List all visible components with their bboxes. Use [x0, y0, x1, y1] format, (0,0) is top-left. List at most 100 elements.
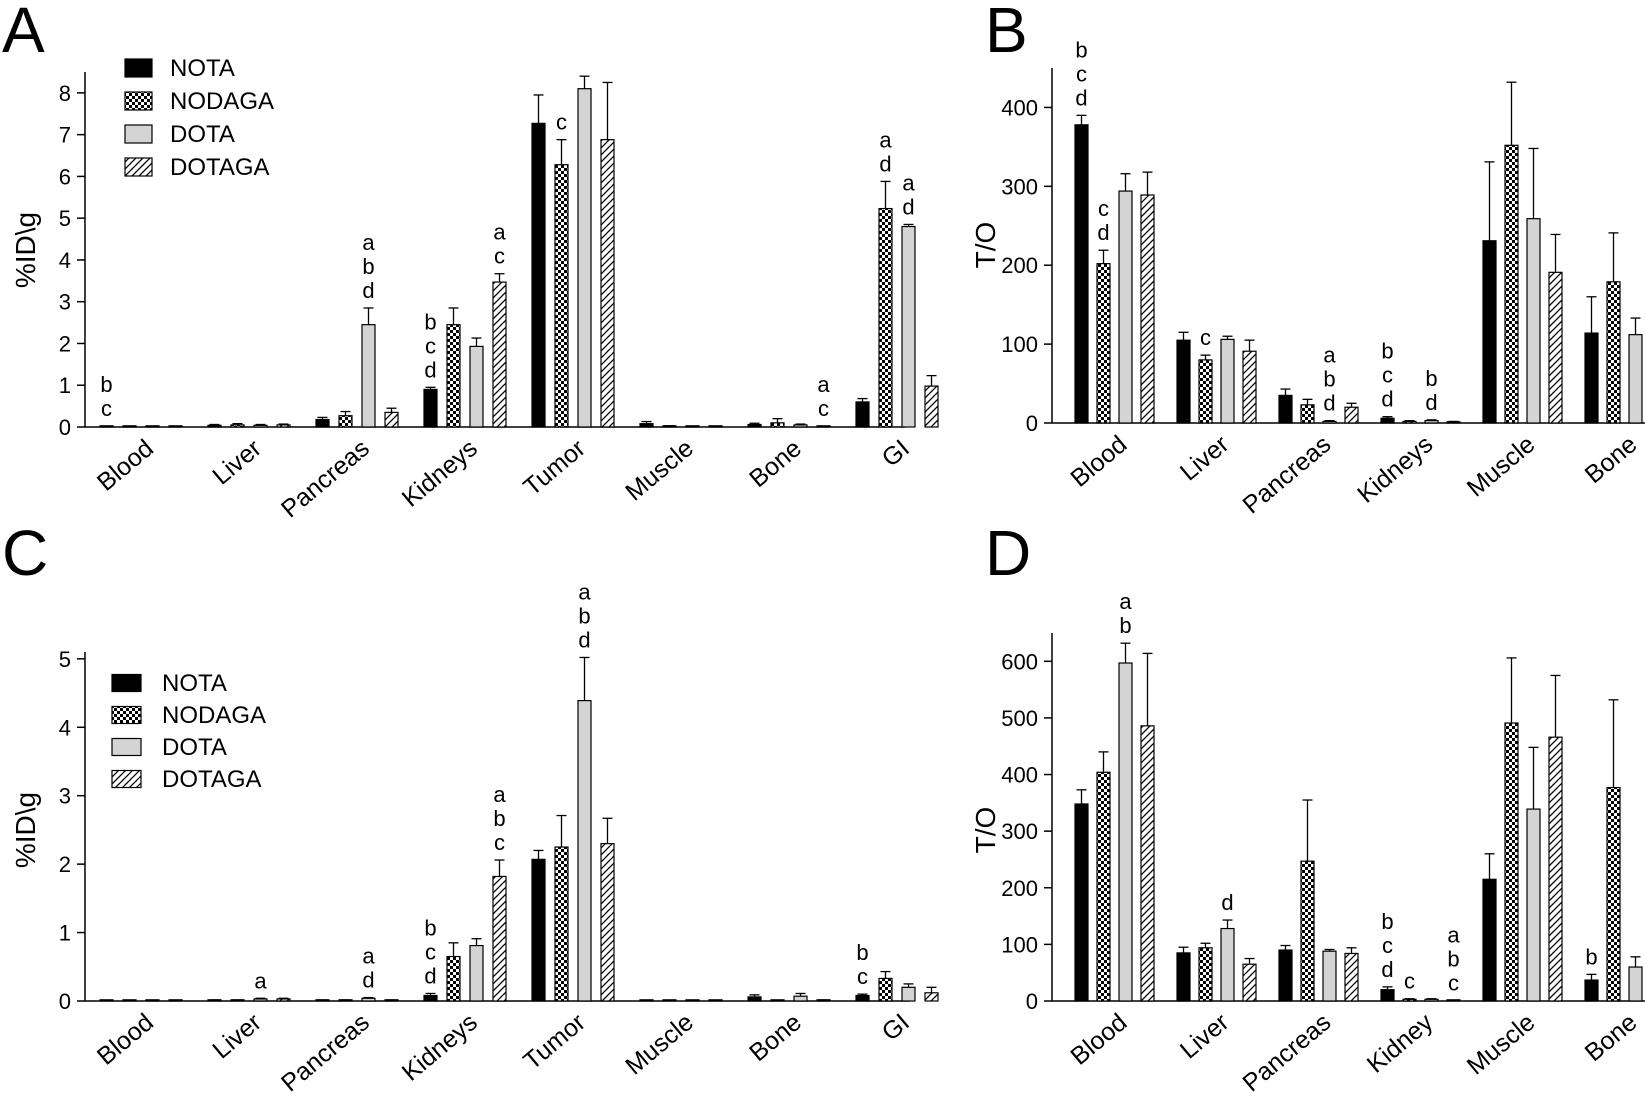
significance-letter: b	[1585, 944, 1597, 969]
y-tick-label: 1	[59, 921, 71, 946]
significance-letter: c	[556, 110, 567, 135]
bar-nota-tumor	[531, 122, 546, 428]
bar-nodaga-kidneys	[446, 324, 461, 428]
bar-nodaga-pancreas	[1300, 860, 1315, 1002]
bar-nodaga-gi	[878, 977, 893, 1002]
significance-letter: b	[1381, 909, 1393, 934]
bar-dotaga-blood	[1140, 725, 1155, 1002]
y-tick-label: 300	[1001, 174, 1038, 199]
significance-letter: b	[1447, 946, 1459, 971]
x-tick-label-kidneys: Kidneys	[1352, 430, 1438, 509]
legend-label-dotaga: DOTAGA	[170, 154, 270, 181]
x-tick-label-pancreas: Pancreas	[1237, 1008, 1336, 1097]
bar-nota-liver	[1176, 339, 1191, 424]
bar-nota-muscle	[639, 423, 654, 428]
significance-letter: a	[1323, 343, 1336, 368]
bar-dotaga-pancreas	[1344, 406, 1359, 424]
x-tick-label-blood: Blood	[1065, 1008, 1132, 1071]
x-tick-label-liver: Liver	[1175, 1008, 1235, 1064]
bar-dota-kidneys	[469, 345, 484, 428]
y-tick-label: 8	[59, 81, 71, 106]
significance-letter: c	[818, 396, 829, 421]
bar-nodaga-liver	[1198, 359, 1213, 424]
bar-dota-bone	[1628, 966, 1643, 1002]
bar-dota-blood	[1118, 662, 1133, 1002]
bar-nota-blood	[1074, 803, 1089, 1002]
significance-letter: c	[425, 333, 436, 358]
y-tick-label: 2	[59, 331, 71, 356]
x-tick-label-liver: Liver	[1175, 430, 1235, 486]
x-tick-label-bone: Bone	[1580, 430, 1643, 489]
bar-nota-liver	[207, 424, 222, 428]
significance-letter: b	[578, 603, 590, 628]
bar-dota-tumor	[577, 699, 592, 1002]
y-tick-label: 300	[1001, 819, 1038, 844]
significance-letter: d	[424, 357, 436, 382]
bar-dotaga-liver	[276, 998, 291, 1002]
bar-nodaga-kidney	[1402, 998, 1417, 1002]
significance-letter: c	[857, 964, 868, 989]
panel-b: B0100200300400T/ObcdcdcabdbcdbdacBloodLi…	[970, 0, 1645, 519]
significance-letter: a	[1119, 589, 1132, 614]
y-tick-label: 1	[59, 373, 71, 398]
significance-letter: c	[494, 830, 505, 855]
y-tick-label: 3	[59, 290, 71, 315]
significance-letter: b	[1425, 366, 1437, 391]
legend: NOTA NODAGA DOTA DOTAGA	[124, 55, 274, 181]
x-tick-label-gi: GI	[877, 434, 915, 472]
y-axis-title: %ID\g	[10, 792, 41, 868]
significance-letter: b	[1323, 367, 1335, 392]
bar-nodaga-liver	[1198, 947, 1213, 1002]
significance-letter: b	[493, 806, 505, 831]
legend-label-dotaga: DOTAGA	[162, 766, 262, 793]
significance-letter: b	[424, 309, 436, 334]
bar-dotaga-tumor	[600, 139, 615, 428]
bar-dotaga-blood	[1140, 194, 1155, 424]
legend-label-dota: DOTA	[170, 121, 235, 148]
bar-dota-pancreas	[361, 997, 376, 1002]
legend-label-nodaga: NODAGA	[170, 88, 274, 115]
bar-nota-kidneys	[1380, 417, 1395, 424]
bar-dotaga-pancreas	[384, 411, 399, 428]
legend: NOTA NODAGA DOTA DOTAGA	[111, 670, 266, 793]
y-tick-label: 0	[1026, 411, 1038, 436]
y-axis-title: T/O	[970, 222, 1001, 269]
bar-dota-kidney	[1424, 998, 1439, 1002]
y-tick-label: 100	[1001, 932, 1038, 957]
significance-letter: a	[578, 579, 591, 604]
x-tick-label-pancreas: Pancreas	[276, 434, 375, 523]
x-tick-label-muscle: Muscle	[620, 1008, 699, 1080]
x-tick-label-liver: Liver	[207, 1008, 267, 1064]
legend-swatch-dota	[111, 737, 142, 757]
significance-letter: a	[362, 230, 375, 255]
panel-letter: A	[2, 0, 45, 66]
x-tick-label-liver: Liver	[207, 434, 267, 490]
bar-dotaga-liver	[1242, 350, 1257, 424]
legend-swatch-nodaga	[111, 705, 142, 725]
legend-label-nota: NOTA	[170, 55, 235, 82]
legend-label-dota: DOTA	[162, 734, 227, 761]
bar-dotaga-liver	[276, 424, 291, 428]
legend-swatch-dota	[124, 124, 153, 144]
x-tick-label-bone: Bone	[744, 1008, 807, 1067]
bar-nodaga-bone	[1606, 786, 1621, 1002]
significance-letter: d	[902, 194, 914, 219]
significance-letter: b	[1381, 339, 1393, 364]
x-tick-label-muscle: Muscle	[620, 434, 699, 506]
bar-nodaga-kidneys	[446, 955, 461, 1002]
x-tick-label-blood: Blood	[92, 1008, 159, 1071]
bar-dota-pancreas	[361, 324, 376, 428]
bar-dota-bone	[1628, 334, 1643, 424]
y-axis-title: T/O	[970, 807, 1001, 854]
bar-nota-muscle	[1482, 240, 1497, 424]
significance-letter: c	[1200, 325, 1211, 350]
x-tick-label-kidney: Kidney	[1362, 1008, 1439, 1079]
significance-letter: c	[1076, 61, 1087, 86]
significance-letter: d	[1097, 220, 1109, 245]
x-tick-label-muscle: Muscle	[1462, 1008, 1541, 1080]
bar-nota-gi	[855, 994, 870, 1002]
significance-letter: b	[424, 915, 436, 940]
bar-nodaga-tumor	[554, 846, 569, 1002]
bar-dota-muscle	[1526, 808, 1541, 1002]
